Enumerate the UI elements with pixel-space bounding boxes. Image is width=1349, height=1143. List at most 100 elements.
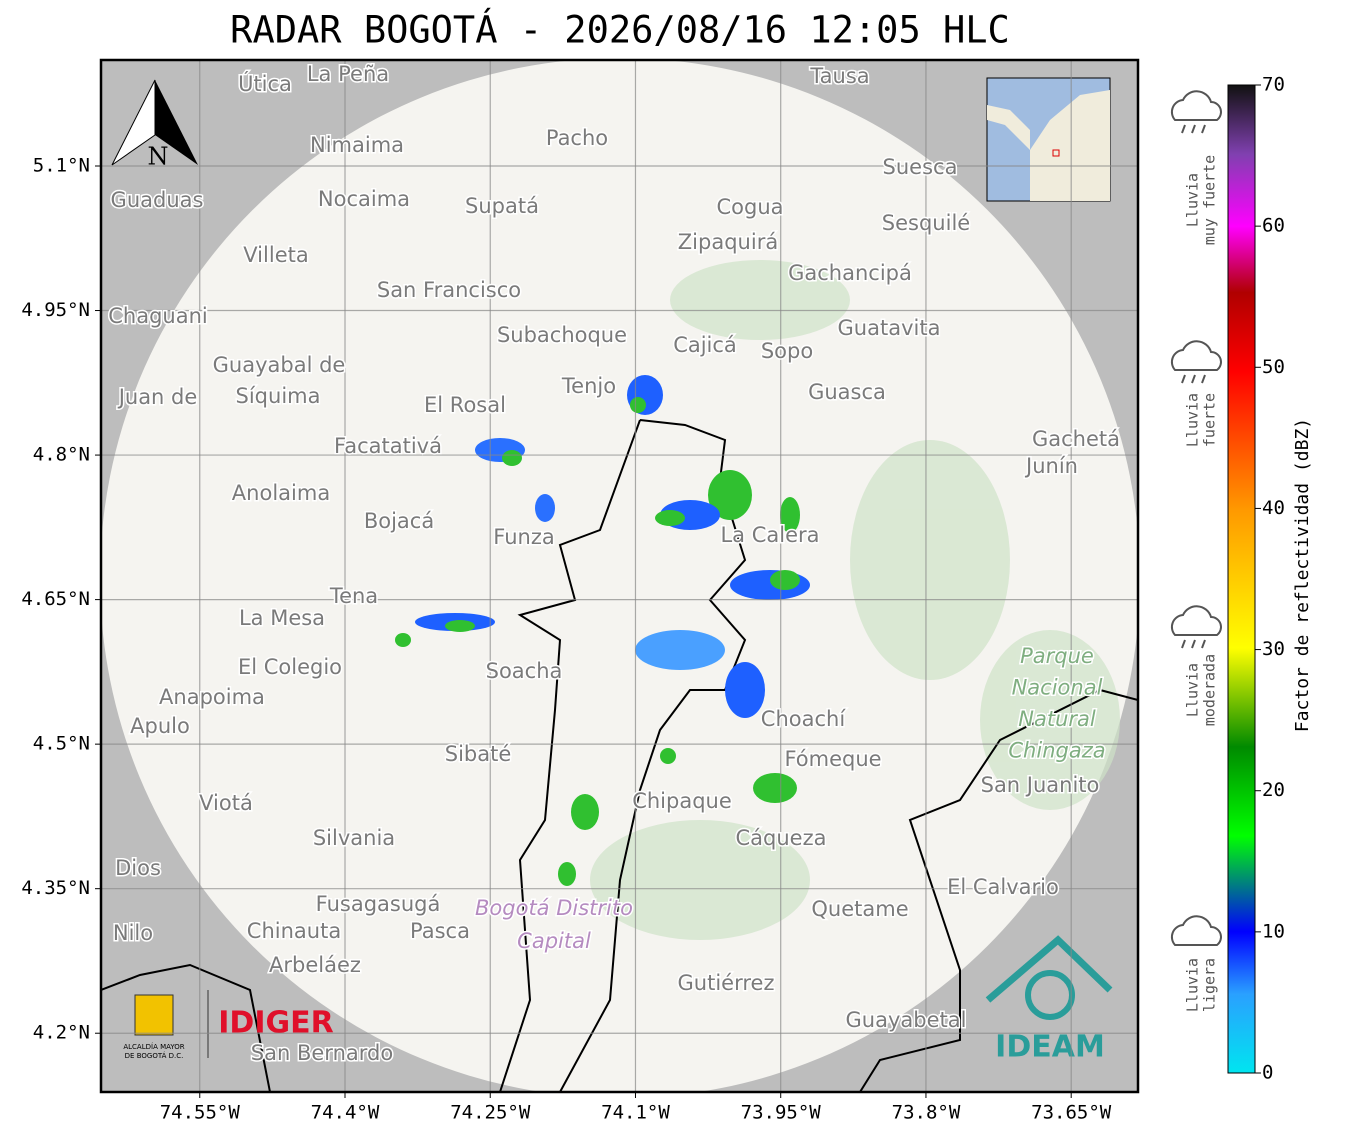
inset-land [987, 90, 1110, 201]
place-label: Tena [329, 584, 378, 608]
place-label: Guaduas [111, 188, 204, 212]
place-label: Anapoima [159, 685, 265, 709]
place-label: Guasca [808, 380, 886, 404]
place-label: La Mesa [239, 606, 325, 630]
ideam-roof [985, 935, 1113, 1003]
place-label: Funza [493, 525, 554, 549]
y-tick-label: 4.35°N [21, 877, 90, 899]
rain-class-label: Lluvia [1184, 958, 1202, 1012]
rain-icon [1170, 340, 1222, 371]
place-label: Choachí [761, 707, 847, 731]
y-tick-label: 5.1°N [33, 154, 90, 176]
idiger-logo: IDIGER [218, 1006, 333, 1041]
rain-drops [1181, 639, 1206, 649]
rain-class-label: fuerte [1201, 393, 1219, 447]
place-label: Síquima [236, 384, 321, 408]
park-label: Nacional [1012, 676, 1103, 700]
ideam-logo: IDEAM [995, 1030, 1105, 1065]
place-label: Arbeláez [269, 953, 361, 977]
colorbar-tick-label: 10 [1262, 920, 1285, 942]
district-label: Bogotá Distrito [475, 896, 633, 920]
place-label: Pasca [410, 919, 470, 943]
place-label: Cogua [716, 195, 783, 219]
rain-class-label: Lluvia [1184, 393, 1202, 447]
place-label: Silvania [313, 826, 395, 850]
place-label: Viotá [199, 791, 253, 815]
place-label: San Juanito [981, 773, 1100, 797]
north-arrow [155, 80, 198, 165]
place-label: Pacho [546, 126, 608, 150]
x-tick-label: 73.65°W [1031, 1102, 1112, 1124]
x-tick-label: 74.55°W [160, 1102, 241, 1124]
alcaldia-shield [134, 994, 174, 1036]
place-label: El Calvario [947, 875, 1059, 899]
park-label: Chingaza [1008, 739, 1105, 763]
x-tick-label: 73.95°W [741, 1102, 822, 1124]
district-boundary [499, 419, 747, 1092]
colorbar-tick-label: 0 [1262, 1062, 1273, 1084]
y-tick-label: 4.65°N [21, 588, 90, 610]
place-label: Tenjo [561, 374, 616, 398]
place-label: Sopo [761, 339, 813, 363]
rain-icon [1170, 915, 1222, 946]
colorbar [1227, 84, 1256, 1074]
y-tick-label: 4.2°N [33, 1022, 90, 1044]
rain-drops [1181, 374, 1206, 384]
place-label: Juan de [117, 385, 198, 409]
x-tick-label: 74.4°W [311, 1102, 380, 1124]
place-label: Nilo [113, 921, 153, 945]
map-area: N ALCALDÍA MAYOR DE BOGOTÁ D.C. IDIGER I… [101, 60, 1138, 1092]
park-label: Natural [1018, 707, 1096, 731]
ideam-swirl [1025, 970, 1075, 1020]
y-tick-label: 4.95°N [21, 299, 90, 321]
radar-echoes [395, 375, 810, 886]
place-label: Zipaquirá [678, 230, 778, 254]
rain-class-label: moderada [1201, 654, 1219, 726]
place-label: La Peña [307, 62, 389, 86]
place-label: La Calera [720, 523, 819, 547]
place-label: Sibaté [445, 742, 512, 766]
place-label: Villeta [243, 243, 308, 267]
rain-class-label: Lluvia [1184, 173, 1202, 227]
inset-marker [1052, 149, 1060, 157]
place-label: Guatavita [838, 316, 941, 340]
place-label: Gutiérrez [678, 971, 775, 995]
place-label: Guayabal de [213, 353, 346, 377]
colorbar-tick-label: 60 [1262, 215, 1285, 237]
place-label: San Bernardo [251, 1041, 393, 1065]
x-tick-label: 74.1°W [601, 1102, 670, 1124]
district-label: Capital [517, 929, 591, 953]
place-label: Junín [1024, 454, 1078, 478]
place-label: Nimaima [310, 133, 404, 157]
department-boundary [101, 688, 1138, 1092]
place-label: Bojacá [364, 509, 434, 533]
colorbar-label: Factor de reflectividad (dBZ) [1292, 418, 1313, 732]
place-label: Suesca [883, 155, 958, 179]
place-label: Cajicá [673, 333, 737, 357]
place-label: Chinauta [247, 919, 341, 943]
place-label: Nocaima [318, 187, 410, 211]
x-tick-label: 74.25°W [450, 1102, 531, 1124]
alcaldia-text: ALCALDÍA MAYOR [123, 1042, 184, 1051]
colorbar-tick-label: 70 [1262, 74, 1285, 96]
north-label: N [148, 143, 169, 171]
colorbar-tick-label: 50 [1262, 356, 1285, 378]
place-label: Fómeque [784, 747, 881, 771]
place-label: El Colegio [238, 655, 342, 679]
place-label: Subachoque [497, 323, 627, 347]
place-label: Útica [238, 71, 292, 96]
place-label: Tausa [809, 64, 869, 88]
rain-drops [1181, 124, 1206, 134]
place-label: San Francisco [377, 278, 521, 302]
place-label: Fusagasugá [316, 892, 441, 916]
place-label: Anolaima [232, 481, 330, 505]
rain-class-label: ligera [1201, 958, 1219, 1012]
colorbar-tick-label: 20 [1262, 779, 1285, 801]
place-label: Gachancipá [788, 261, 912, 285]
place-label: Soacha [486, 659, 563, 683]
place-label: Cáqueza [736, 826, 827, 850]
radar-range [101, 60, 1138, 1092]
rain-icon [1170, 605, 1222, 636]
